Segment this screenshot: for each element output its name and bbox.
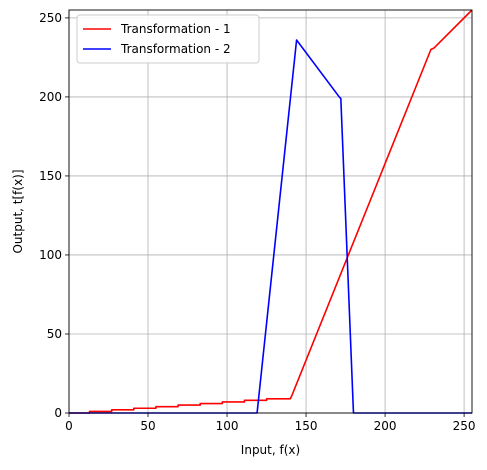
y-tick-label: 0 (54, 406, 62, 420)
x-tick-label: 50 (140, 419, 155, 433)
y-tick-label: 50 (47, 327, 62, 341)
legend-label-1: Transformation - 1 (120, 22, 231, 36)
y-tick-label: 100 (39, 248, 62, 262)
x-tick-label: 0 (65, 419, 73, 433)
ticks: 0 50 100 150 200 250 0 50 100 150 200 250 (39, 11, 475, 433)
legend: Transformation - 1 Transformation - 2 (76, 14, 260, 64)
grid (68, 10, 472, 414)
series-line-1 (69, 9, 473, 414)
x-tick-label: 200 (374, 419, 397, 433)
x-axis-label: Input, f(x) (241, 443, 300, 457)
legend-label-2: Transformation - 2 (120, 42, 231, 56)
axes-frame (68, 9, 473, 414)
y-axis-label: Output, t[f(x)] (11, 169, 25, 253)
legend-box (76, 14, 260, 64)
x-tick-label: 150 (295, 419, 318, 433)
y-tick-label: 150 (39, 169, 62, 183)
y-tick-label: 200 (39, 90, 62, 104)
series-lines (69, 9, 473, 414)
y-tick-label: 250 (39, 11, 62, 25)
x-tick-label: 100 (216, 419, 239, 433)
x-tick-label: 250 (453, 419, 476, 433)
